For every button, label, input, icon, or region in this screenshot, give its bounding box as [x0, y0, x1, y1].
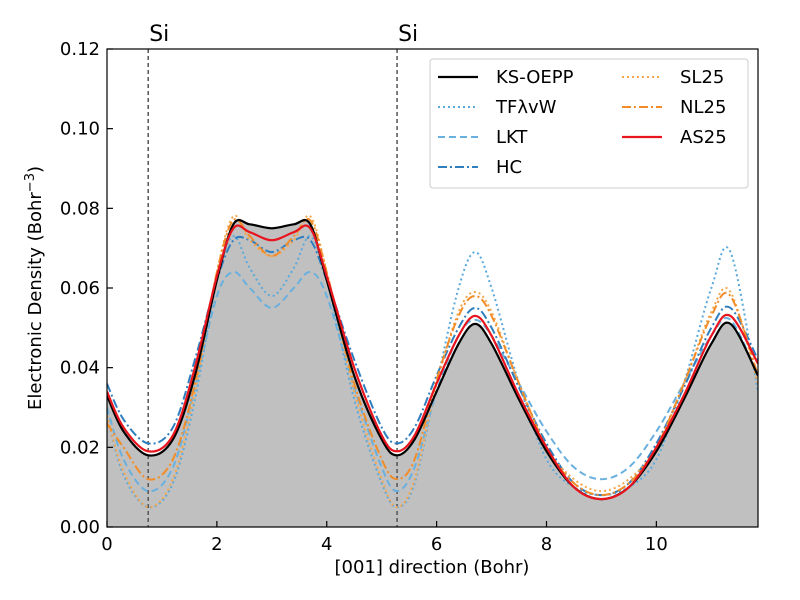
legend-label: HC	[496, 157, 522, 178]
legend-label: TFλvW	[495, 97, 557, 118]
atom-label: Si	[149, 22, 169, 47]
legend-label: SL25	[680, 67, 724, 88]
y-tick-label: 0.08	[60, 198, 100, 219]
legend-box	[429, 58, 749, 189]
legend-label: LKT	[496, 127, 528, 148]
x-tick-label: 8	[541, 534, 552, 555]
y-tick-label: 0.02	[60, 437, 100, 458]
y-axis-label-close: )	[25, 166, 46, 173]
y-axis-label-main: Electronic Density (Bohr	[25, 192, 46, 410]
plot-area: Si Si	[106, 22, 759, 528]
x-tick-label: 10	[645, 534, 668, 555]
y-axis-label-exponent: −3	[23, 173, 38, 192]
y-tick-label: 0.04	[60, 358, 100, 379]
legend-label: AS25	[680, 127, 727, 148]
x-tick-label: 4	[321, 534, 332, 555]
plot-series	[107, 49, 758, 527]
x-axis-label: [001] direction (Bohr)	[335, 557, 530, 578]
y-tick-label: 0.10	[60, 119, 100, 140]
x-tick-label: 6	[431, 534, 442, 555]
x-tick-label: 0	[101, 534, 112, 555]
series-line-lkt	[107, 271, 758, 493]
legend-label: NL25	[680, 97, 726, 118]
y-tick-label: 0.00	[60, 517, 100, 538]
atom-label: Si	[398, 22, 418, 47]
y-axis-ticks: 0.00 0.02 0.04 0.06 0.08 0.10 0.12	[60, 39, 113, 538]
y-axis-label: Electronic Density (Bohr−3)	[23, 166, 46, 410]
legend: KS-OEPP TFλvW LKT HC SL25 NL25 AS25	[429, 58, 749, 189]
series-line-as25	[107, 224, 758, 501]
legend-label: KS-OEPP	[496, 67, 574, 88]
x-tick-label: 2	[211, 534, 222, 555]
x-axis-ticks: 0 2 4 6 8 10	[101, 521, 668, 555]
y-tick-label: 0.12	[60, 39, 100, 60]
y-tick-label: 0.06	[60, 278, 100, 299]
reference-density-fill	[107, 220, 758, 527]
